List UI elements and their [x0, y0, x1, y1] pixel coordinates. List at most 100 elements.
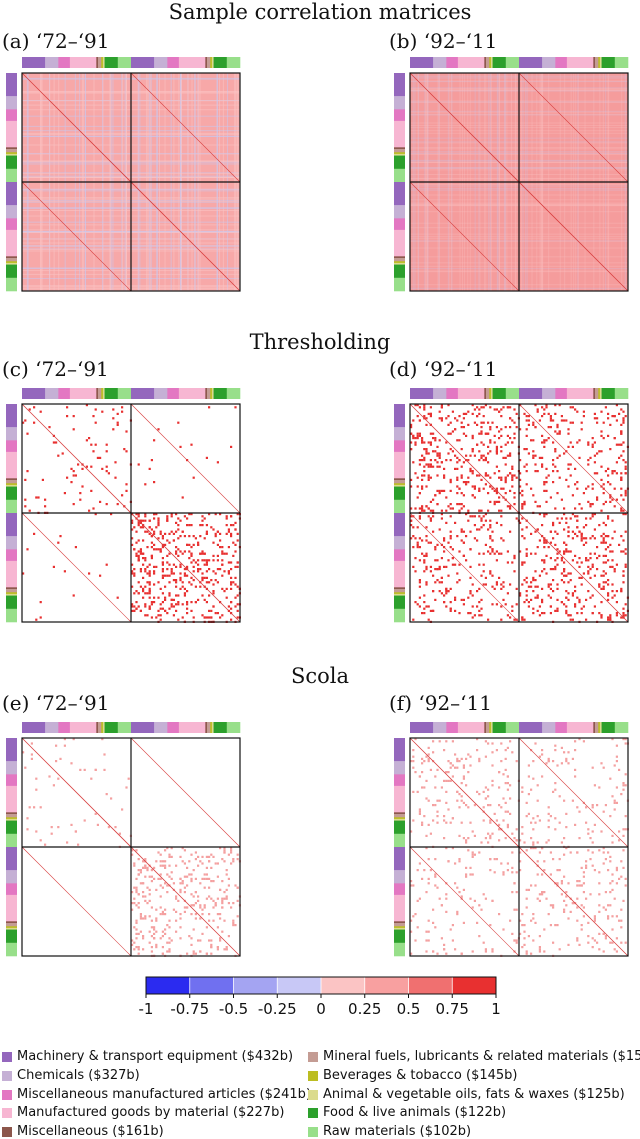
- matrix-cell: [478, 601, 481, 604]
- matrix-cell: [99, 574, 102, 577]
- matrix-cell: [179, 519, 182, 522]
- matrix-cell: [473, 408, 476, 411]
- matrix-cell: [133, 862, 136, 865]
- matrix-cell: [438, 740, 441, 743]
- colorbar-tick-label: 0.5: [397, 1000, 421, 1018]
- matrix-cell: [513, 618, 516, 621]
- matrix-cell: [418, 463, 421, 466]
- matrix-cell: [576, 526, 579, 529]
- matrix-cell: [179, 445, 182, 448]
- matrix-cell: [585, 537, 588, 540]
- matrix-cell: [155, 919, 158, 922]
- matrix-cell: [541, 873, 544, 876]
- category-bar-left: [6, 922, 17, 927]
- matrix-cell: [142, 519, 145, 522]
- matrix-cell: [607, 851, 610, 854]
- matrix-cell: [547, 546, 550, 549]
- colorbar-tick-label: -1: [139, 1000, 154, 1018]
- matrix-cell: [587, 500, 590, 503]
- matrix-cell: [161, 561, 164, 564]
- matrix-diagonal: [409, 512, 520, 623]
- matrix-cell: [232, 581, 235, 584]
- matrix-cell: [511, 474, 514, 477]
- matrix-cell: [607, 598, 610, 601]
- category-bar-left: [394, 148, 405, 153]
- matrix-cell: [519, 592, 522, 595]
- matrix-cell: [90, 489, 93, 492]
- matrix-cell: [212, 583, 215, 586]
- matrix-cell: [214, 862, 217, 865]
- matrix-cell: [574, 483, 577, 486]
- matrix-cell: [598, 882, 601, 885]
- matrix-cell: [489, 819, 492, 822]
- matrix-cell: [436, 559, 439, 562]
- matrix-cell: [536, 897, 539, 900]
- matrix-cell: [565, 760, 568, 763]
- matrix-cell: [549, 417, 552, 420]
- matrix-cell: [221, 550, 224, 553]
- matrix-cell: [525, 470, 528, 473]
- matrix-cell: [205, 456, 208, 459]
- matrix-cell: [181, 530, 184, 533]
- matrix-cell: [414, 537, 417, 540]
- matrix-cell: [416, 541, 419, 544]
- matrix-cell: [144, 519, 147, 522]
- matrix-cell: [534, 821, 537, 824]
- matrix-cell: [418, 862, 421, 865]
- matrix-cell: [620, 494, 623, 497]
- matrix-cell: [234, 550, 237, 553]
- matrix-cell: [504, 478, 507, 481]
- matrix-cell: [569, 406, 572, 409]
- matrix-cell: [183, 574, 186, 577]
- matrix-cell: [449, 515, 452, 518]
- matrix-cell: [203, 886, 206, 889]
- matrix-cell: [440, 581, 443, 584]
- matrix-cell: [445, 592, 448, 595]
- matrix-cell: [462, 888, 465, 891]
- matrix-cell: [161, 935, 164, 938]
- matrix-cell: [602, 421, 605, 424]
- matrix-cell: [175, 897, 178, 900]
- matrix-cell: [447, 771, 450, 774]
- matrix-cell: [478, 935, 481, 938]
- matrix-cell: [478, 760, 481, 763]
- category-bar-top: [22, 57, 46, 68]
- matrix-cell: [436, 445, 439, 448]
- matrix-cell: [83, 819, 86, 822]
- matrix-cell: [432, 465, 435, 468]
- matrix-cell: [607, 535, 610, 538]
- matrix-cell: [478, 459, 481, 462]
- matrix-cell: [543, 869, 546, 872]
- matrix-cell: [131, 943, 134, 946]
- matrix-cell: [521, 517, 524, 520]
- category-bar-top: [117, 388, 132, 399]
- matrix-cell: [596, 417, 599, 420]
- matrix-cell: [609, 448, 612, 451]
- matrix-cell: [585, 517, 588, 520]
- matrix-cell: [532, 423, 535, 426]
- matrix-cell: [212, 592, 215, 595]
- matrix-cell: [560, 498, 563, 501]
- matrix-cell: [576, 519, 579, 522]
- matrix-cell: [538, 614, 541, 617]
- matrix-cell: [201, 932, 204, 935]
- matrix-cell: [620, 535, 623, 538]
- matrix-cell: [580, 924, 583, 927]
- category-bar-top: [167, 722, 180, 733]
- matrix-cell: [112, 408, 115, 411]
- matrix-cell: [620, 550, 623, 553]
- matrix-cell: [622, 899, 625, 902]
- matrix-cell: [491, 948, 494, 951]
- category-bar-top: [97, 722, 102, 733]
- matrix-cell: [622, 574, 625, 577]
- matrix-cell: [161, 860, 164, 863]
- matrix-cell: [576, 410, 579, 413]
- matrix-cell: [589, 893, 592, 896]
- matrix-cell: [416, 869, 419, 872]
- matrix-cell: [55, 760, 58, 763]
- matrix-cell: [473, 496, 476, 499]
- matrix-cell: [521, 790, 524, 793]
- matrix-cell: [445, 417, 448, 420]
- matrix-cell: [416, 404, 419, 407]
- matrix-cell: [482, 563, 485, 566]
